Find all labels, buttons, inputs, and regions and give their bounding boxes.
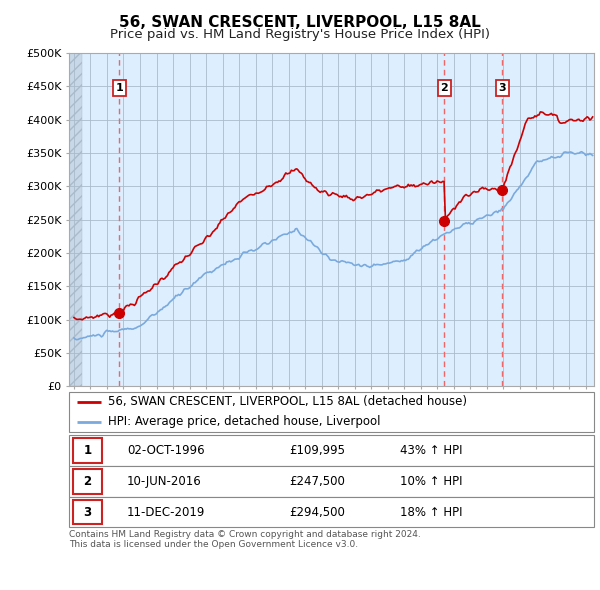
FancyBboxPatch shape — [73, 469, 102, 494]
Text: 10-JUN-2016: 10-JUN-2016 — [127, 475, 202, 488]
Text: 18% ↑ HPI: 18% ↑ HPI — [400, 506, 462, 519]
Text: HPI: Average price, detached house, Liverpool: HPI: Average price, detached house, Live… — [109, 415, 381, 428]
Text: 56, SWAN CRESCENT, LIVERPOOL, L15 8AL: 56, SWAN CRESCENT, LIVERPOOL, L15 8AL — [119, 15, 481, 30]
Text: 10% ↑ HPI: 10% ↑ HPI — [400, 475, 462, 488]
Text: £247,500: £247,500 — [290, 475, 346, 488]
Text: 3: 3 — [499, 83, 506, 93]
Text: 43% ↑ HPI: 43% ↑ HPI — [400, 444, 462, 457]
Text: 1: 1 — [83, 444, 91, 457]
FancyBboxPatch shape — [73, 500, 102, 525]
Text: Contains HM Land Registry data © Crown copyright and database right 2024.
This d: Contains HM Land Registry data © Crown c… — [69, 530, 421, 549]
Text: 2: 2 — [440, 83, 448, 93]
Text: 2: 2 — [83, 475, 91, 488]
Text: 02-OCT-1996: 02-OCT-1996 — [127, 444, 205, 457]
Text: 3: 3 — [83, 506, 91, 519]
Text: 11-DEC-2019: 11-DEC-2019 — [127, 506, 205, 519]
Text: 1: 1 — [115, 83, 123, 93]
Text: 56, SWAN CRESCENT, LIVERPOOL, L15 8AL (detached house): 56, SWAN CRESCENT, LIVERPOOL, L15 8AL (d… — [109, 395, 467, 408]
FancyBboxPatch shape — [73, 438, 102, 463]
Text: £294,500: £294,500 — [290, 506, 346, 519]
Text: Price paid vs. HM Land Registry's House Price Index (HPI): Price paid vs. HM Land Registry's House … — [110, 28, 490, 41]
Text: £109,995: £109,995 — [290, 444, 346, 457]
Bar — [69, 53, 82, 386]
